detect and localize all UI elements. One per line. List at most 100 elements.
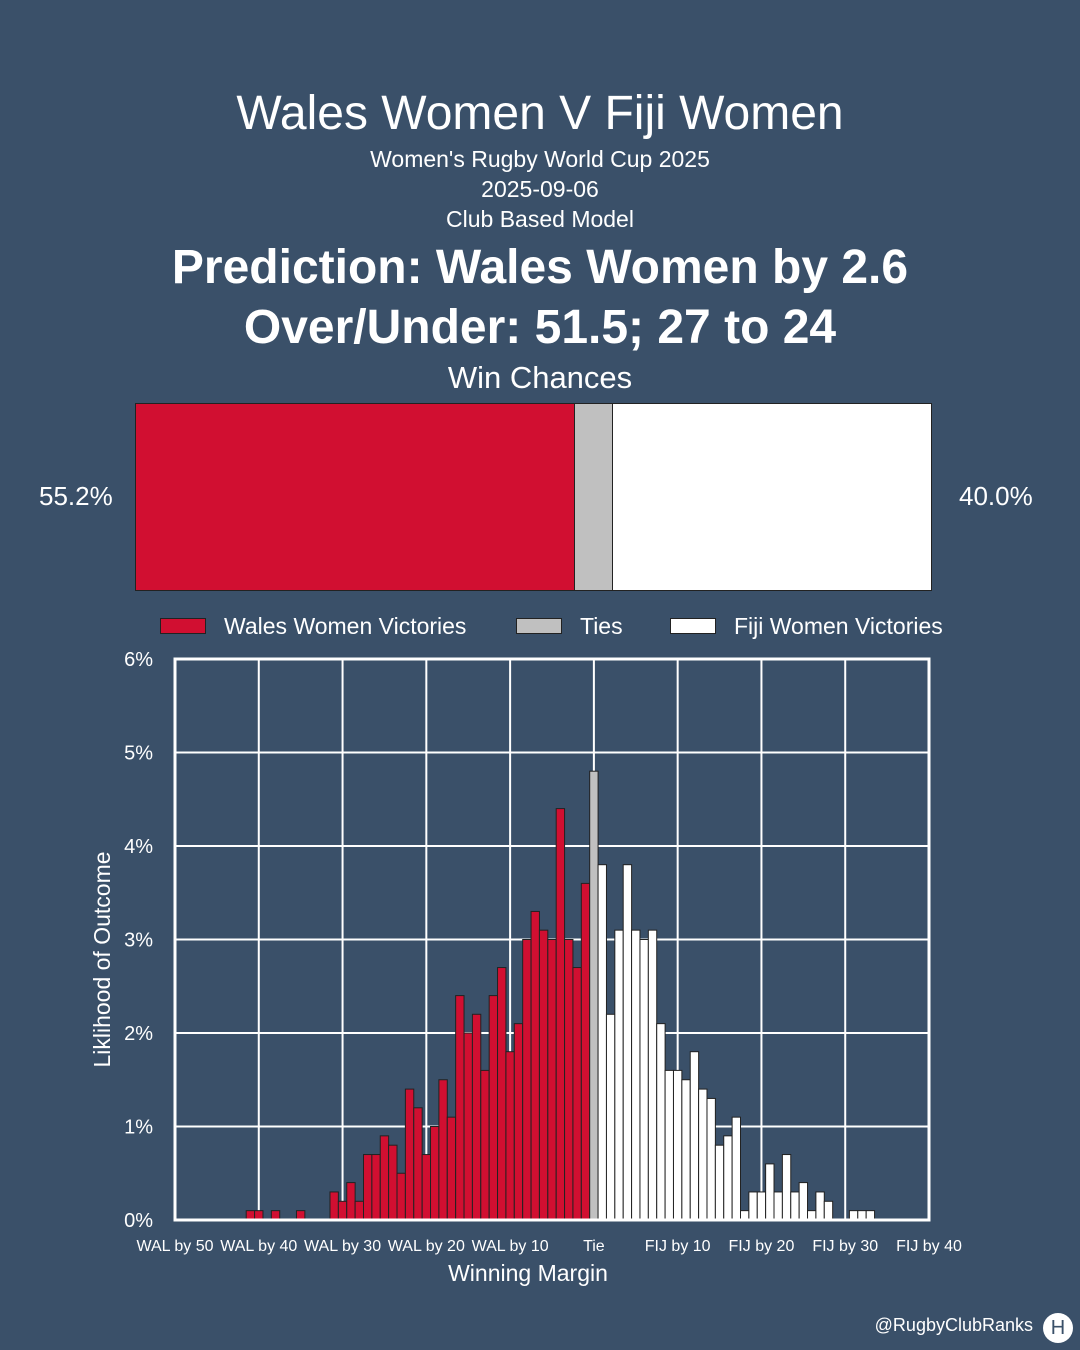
fiji-bar xyxy=(647,929,658,1221)
fiji-bar xyxy=(823,1200,834,1221)
fiji-bar xyxy=(605,1013,616,1221)
wales-bar xyxy=(522,939,532,1221)
legend: Wales Women Victories Ties Fiji Women Vi… xyxy=(0,612,1080,642)
wales-bar xyxy=(371,1154,381,1221)
wales-bar xyxy=(538,929,549,1221)
wales-bar xyxy=(530,910,540,1221)
x-tick-label: FIJ by 20 xyxy=(729,1238,795,1255)
fiji-bar xyxy=(614,929,624,1221)
x-tick-label: FIJ by 40 xyxy=(896,1238,962,1255)
wales-bar xyxy=(388,1144,398,1221)
fiji-bar xyxy=(798,1182,809,1221)
wales-bar xyxy=(471,1013,482,1221)
legend-label-wales: Wales Women Victories xyxy=(224,612,467,639)
fiji-bar xyxy=(664,1069,674,1221)
y-tick-label: 4% xyxy=(124,836,153,858)
legend-item-ties: Ties xyxy=(516,612,623,640)
fiji-bar xyxy=(756,1191,767,1221)
fiji-bar xyxy=(731,1116,741,1221)
wales-bar xyxy=(580,882,591,1221)
y-axis-title: Liklihood of Outcome xyxy=(89,851,115,1067)
chart-title: Wales Women V Fiji Women xyxy=(236,87,844,140)
wales-bar xyxy=(564,939,574,1221)
wales-bar xyxy=(354,1200,365,1221)
fiji-bar xyxy=(765,1163,775,1221)
y-tick-label: 5% xyxy=(124,743,153,765)
fiji-bar xyxy=(706,1097,716,1221)
legend-swatch-wales xyxy=(160,618,206,634)
wales-bar xyxy=(363,1154,373,1221)
wales-bar xyxy=(480,1069,490,1221)
x-tick-label: WAL by 40 xyxy=(220,1238,297,1255)
legend-swatch-fiji xyxy=(670,618,716,634)
model-name: Club Based Model xyxy=(446,206,634,232)
wales-bar xyxy=(446,1116,457,1221)
rugby-posts-logo-icon: H xyxy=(1043,1313,1073,1343)
fiji-bar xyxy=(672,1069,683,1221)
x-tick-label: WAL by 20 xyxy=(388,1238,465,1255)
legend-item-fiji: Fiji Women Victories xyxy=(670,612,943,640)
wales-bar xyxy=(505,1051,515,1221)
win-chances-bar xyxy=(135,403,932,591)
x-tick-label: WAL by 50 xyxy=(136,1238,213,1255)
wales-bar xyxy=(572,967,582,1221)
y-tick-label: 0% xyxy=(124,1210,153,1232)
x-tick-label: WAL by 10 xyxy=(472,1238,549,1255)
ties-segment xyxy=(574,404,613,590)
fiji-bar xyxy=(773,1191,783,1221)
wales-bar xyxy=(463,1032,473,1221)
wales-bar xyxy=(337,1200,348,1221)
y-tick-label: 3% xyxy=(124,930,153,952)
wales-bar xyxy=(497,967,507,1221)
fiji-bar xyxy=(639,939,649,1221)
prediction-text: Prediction: Wales Women by 2.6 xyxy=(171,241,909,294)
wales-bar xyxy=(329,1191,339,1221)
wales-bar xyxy=(404,1088,415,1221)
fiji-bar xyxy=(656,1023,666,1221)
y-tick-label: 6% xyxy=(124,649,153,671)
legend-item-wales: Wales Women Victories xyxy=(160,612,466,640)
fiji-bar xyxy=(597,864,607,1221)
x-tick-label: FIJ by 30 xyxy=(812,1238,878,1255)
wales-bar xyxy=(413,1107,423,1221)
twitter-handle: @RugbyClubRanks xyxy=(874,1315,1033,1335)
x-tick-label: Tie xyxy=(583,1238,605,1255)
fiji-win-percent: 40.0% xyxy=(959,481,1033,511)
wales-bar xyxy=(430,1126,440,1221)
wales-bar xyxy=(379,1135,390,1221)
fiji-bar xyxy=(723,1135,733,1221)
plot-frame xyxy=(173,657,931,1222)
fiji-bar xyxy=(781,1154,792,1221)
fiji-bar xyxy=(622,864,633,1221)
wales-bar xyxy=(555,808,566,1221)
fiji-bar xyxy=(714,1144,725,1221)
legend-label-fiji: Fiji Women Victories xyxy=(734,612,943,639)
wales-bar xyxy=(488,995,499,1221)
fiji-bar xyxy=(790,1191,800,1221)
wales-bar xyxy=(421,1154,432,1221)
match-date: 2025-09-06 xyxy=(481,176,599,202)
fiji-bar xyxy=(698,1088,708,1221)
wales-bar xyxy=(346,1182,356,1221)
fiji-bar xyxy=(631,929,641,1221)
competition-name: Women's Rugby World Cup 2025 xyxy=(370,146,710,172)
fiji-win-segment xyxy=(612,404,931,590)
legend-swatch-ties xyxy=(516,618,562,634)
wales-bar xyxy=(455,995,465,1221)
legend-label-ties: Ties xyxy=(580,612,623,639)
x-tick-label: WAL by 30 xyxy=(304,1238,381,1255)
fiji-bar xyxy=(748,1191,758,1221)
wales-bar xyxy=(396,1172,406,1221)
wales-bar xyxy=(547,939,557,1221)
fiji-bar xyxy=(689,1051,700,1221)
y-tick-label: 2% xyxy=(124,1023,153,1045)
margin-distribution-chart: 0% 1% 2% 3% 4% 5% 6% WAL by 50 WAL by 40 WAL by 3… xyxy=(89,649,962,1286)
y-tick-label: 1% xyxy=(124,1117,153,1139)
x-tick-label: FIJ by 10 xyxy=(645,1238,711,1255)
x-axis-title: Winning Margin xyxy=(448,1260,608,1286)
fiji-bar xyxy=(815,1191,825,1221)
over-under-text: Over/Under: 51.5; 27 to 24 xyxy=(243,301,837,354)
win-chances-title: Win Chances xyxy=(447,360,633,395)
wales-win-percent: 55.2% xyxy=(39,481,113,511)
